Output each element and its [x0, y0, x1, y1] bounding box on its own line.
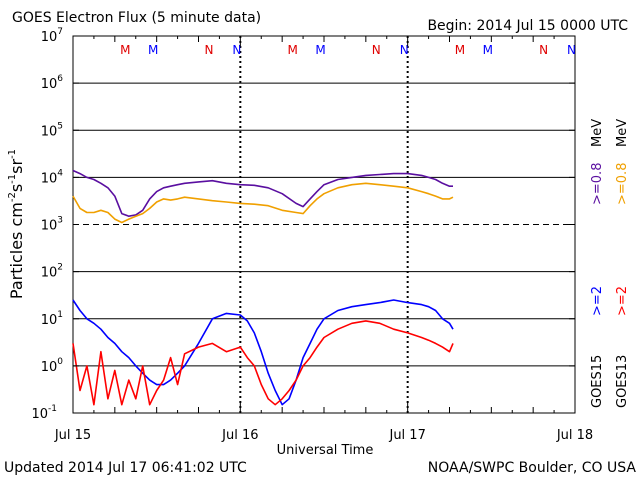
- y-tick-label: 102: [41, 263, 63, 281]
- legend-goes15-low: >=0.8: [590, 163, 605, 205]
- satellite-marker: M: [455, 43, 465, 57]
- legend-goes13: GOES13: [615, 355, 630, 408]
- legend-unit-2: MeV: [615, 119, 630, 147]
- x-axis-label: Universal Time: [277, 443, 374, 458]
- satellite-marker: N: [567, 43, 576, 57]
- y-tick-label: 103: [41, 216, 63, 234]
- satellite-marker: N: [539, 43, 548, 57]
- satellite-marker: M: [483, 43, 493, 57]
- satellite-marker: M: [287, 43, 297, 57]
- legend-goes15: GOES15: [590, 355, 605, 408]
- y-axis-label: Particles cm-2s-1sr-1: [7, 149, 26, 299]
- y-tick-label: 106: [41, 74, 64, 92]
- y-tick-label: 10-1: [31, 404, 57, 422]
- x-tick-label: Jul 17: [388, 428, 425, 443]
- y-tick-label: 101: [41, 310, 63, 328]
- satellite-marker: N: [232, 43, 241, 57]
- y-tick-label: 104: [41, 168, 64, 186]
- y-label-mid2: sr: [7, 159, 26, 174]
- satellite-marker: N: [372, 43, 381, 57]
- legend-goes13-low-label: >=0.8: [615, 163, 630, 205]
- y-label-mid1: s: [7, 184, 26, 192]
- x-tick-label: Jul 18: [556, 428, 593, 443]
- y-tick-labels: 10-1 100 101 102 103 104 105 106 107: [31, 27, 575, 422]
- y-label-base: Particles cm: [7, 202, 26, 299]
- series-line-1: [72, 182, 454, 224]
- chart-title: GOES Electron Flux (5 minute data): [12, 10, 261, 26]
- series-line-3: [72, 320, 454, 406]
- legend: >=0.8 >=0.8 MeV MeV >=2 >=2 GOES15 GOES1…: [590, 119, 630, 408]
- satellite-marker: M: [148, 43, 158, 57]
- svg-text:Particles cm-2s-1sr-1: Particles cm-2s-1sr-1: [7, 149, 26, 299]
- satellite-marker: N: [400, 43, 409, 57]
- legend-goes15-high: >=2: [590, 286, 605, 316]
- y-tick-label: 105: [41, 121, 63, 139]
- legend-goes13-low: >=0.8: [615, 163, 630, 205]
- begin-time: Begin: 2014 Jul 15 0000 UTC: [427, 18, 628, 34]
- x-tick-label: Jul 16: [221, 428, 258, 443]
- legend-goes13-high: >=2: [615, 286, 630, 316]
- y-label-exp1: -2: [7, 192, 18, 202]
- series-line-2: [72, 299, 454, 406]
- y-label-exp2: -1: [7, 174, 18, 184]
- x-tick-label: Jul 15: [54, 428, 91, 443]
- satellite-marker: M: [315, 43, 325, 57]
- satellite-marker: N: [204, 43, 213, 57]
- y-label-exp3: -1: [7, 149, 18, 159]
- y-tick-label: 107: [41, 27, 63, 45]
- updated-time: Updated 2014 Jul 17 06:41:02 UTC: [4, 460, 247, 476]
- credit: NOAA/SWPC Boulder, CO USA: [428, 460, 637, 476]
- series-line-0: [72, 169, 453, 217]
- y-tick-label: 100: [41, 357, 64, 375]
- satellite-marker: M: [120, 43, 130, 57]
- legend-goes15-low-label: >=0.8: [590, 163, 605, 205]
- x-tick-labels: Jul 15 Jul 16 Jul 17 Jul 18: [54, 36, 593, 443]
- legend-unit-1: MeV: [590, 119, 605, 147]
- data-series: [72, 169, 454, 406]
